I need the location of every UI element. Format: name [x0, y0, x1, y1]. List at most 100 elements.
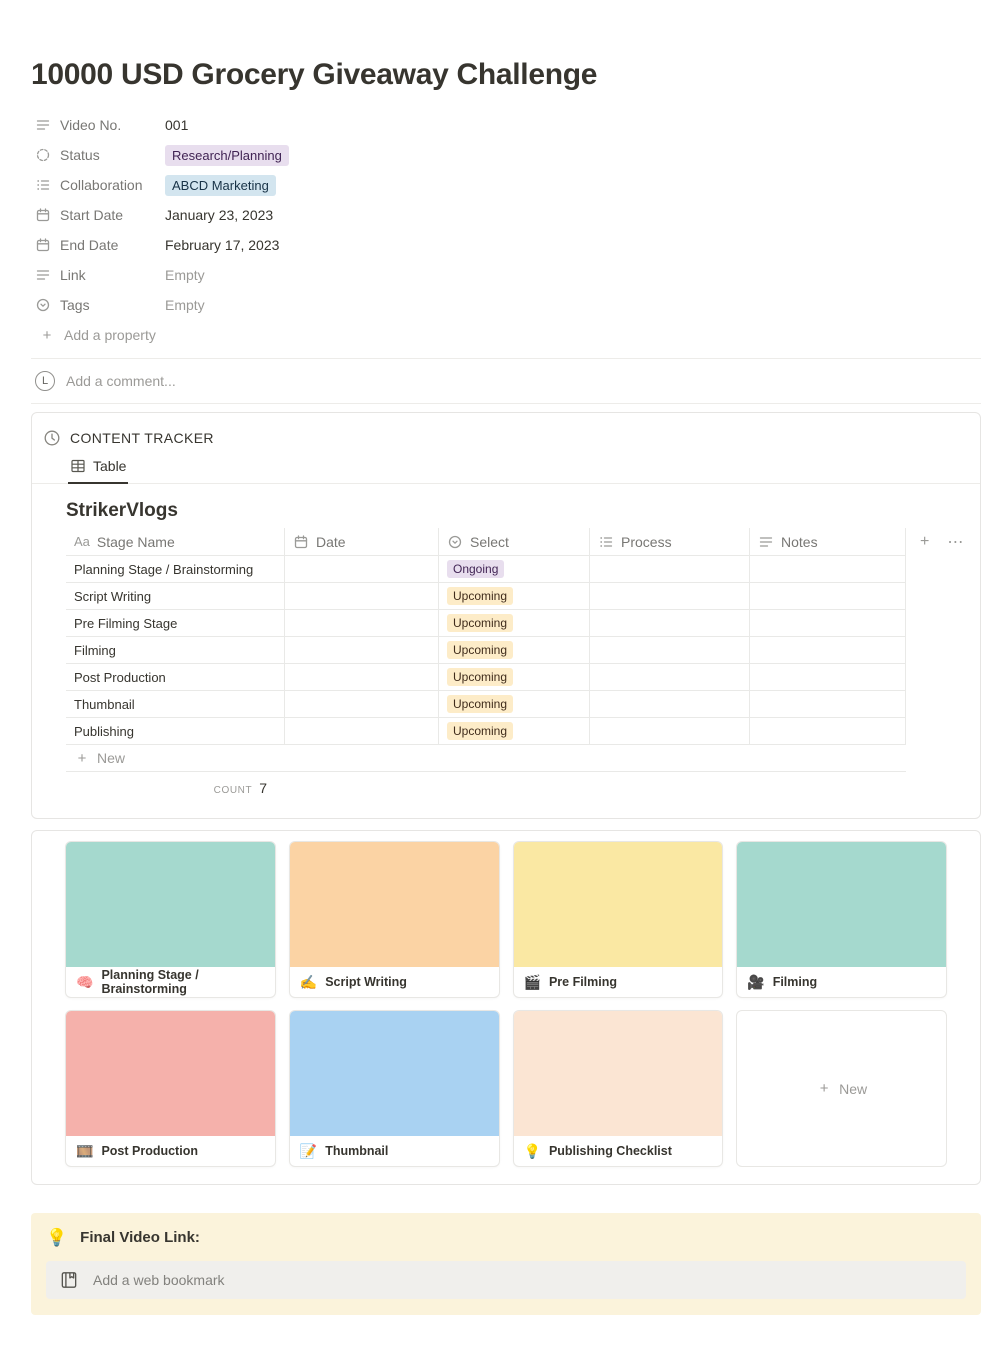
table-options-button[interactable]: ⋯ [947, 533, 964, 551]
callout-header: 💡 Final Video Link: [46, 1227, 966, 1249]
property-value-link[interactable]: Empty [165, 267, 205, 283]
stage-name-cell[interactable]: Pre Filming Stage [66, 610, 285, 637]
column-header-process[interactable]: Process [590, 528, 750, 556]
property-label: Start Date [60, 207, 124, 223]
select-cell[interactable]: Upcoming [439, 718, 590, 745]
card-post-production[interactable]: 🎞️ Post Production [65, 1010, 276, 1167]
add-web-bookmark-button[interactable]: Add a web bookmark [46, 1261, 966, 1299]
card-thumbnail[interactable]: 📝 Thumbnail [288, 1010, 500, 1167]
select-cell[interactable]: Upcoming [439, 583, 590, 610]
property-key-tags[interactable]: Tags [35, 297, 165, 313]
process-cell[interactable] [590, 637, 750, 664]
calendar-icon [35, 237, 51, 253]
select-badge[interactable]: Ongoing [447, 560, 505, 578]
card-title: Script Writing [325, 975, 407, 989]
date-cell[interactable] [285, 637, 439, 664]
new-card-label: New [839, 1080, 868, 1097]
property-value-collaboration[interactable]: ABCD Marketing [165, 174, 276, 196]
property-key-status[interactable]: Status [35, 147, 165, 163]
select-badge[interactable]: Upcoming [447, 722, 514, 740]
property-value-status[interactable]: Research/Planning [165, 144, 289, 166]
select-badge[interactable]: Upcoming [447, 587, 514, 605]
callout-title[interactable]: Final Video Link: [80, 1229, 200, 1246]
stage-name-cell[interactable]: Planning Stage / Brainstorming [66, 556, 285, 583]
status-badge[interactable]: Research/Planning [165, 144, 289, 166]
process-cell[interactable] [590, 664, 750, 691]
select-cell[interactable]: Ongoing [439, 556, 590, 583]
property-value-start-date[interactable]: January 23, 2023 [165, 207, 274, 223]
property-row-collaboration: Collaboration ABCD Marketing [35, 170, 981, 200]
date-cell[interactable] [285, 583, 439, 610]
date-cell[interactable] [285, 691, 439, 718]
card-caption: ✍️ Script Writing [290, 967, 499, 997]
notes-cell[interactable] [750, 610, 906, 637]
select-cell[interactable]: Upcoming [439, 664, 590, 691]
column-label: Select [470, 533, 509, 550]
select-cell[interactable]: Upcoming [439, 691, 590, 718]
date-cell[interactable] [285, 610, 439, 637]
add-column-button[interactable]: + [920, 532, 930, 550]
stage-name-cell[interactable]: Thumbnail [66, 691, 285, 718]
select-cell[interactable]: Upcoming [439, 610, 590, 637]
property-key-video-no[interactable]: Video No. [35, 117, 165, 133]
collaboration-badge[interactable]: ABCD Marketing [165, 174, 276, 196]
property-key-end-date[interactable]: End Date [35, 237, 165, 253]
date-cell[interactable] [285, 664, 439, 691]
process-cell[interactable] [590, 610, 750, 637]
notes-cell[interactable] [750, 556, 906, 583]
property-key-collaboration[interactable]: Collaboration [35, 177, 165, 193]
tab-table[interactable]: Table [68, 455, 129, 484]
card-filming[interactable]: 🎥 Filming [736, 841, 947, 998]
notes-cell[interactable] [750, 637, 906, 664]
stage-name-cell[interactable]: Script Writing [66, 583, 285, 610]
process-cell[interactable] [590, 718, 750, 745]
property-key-link[interactable]: Link [35, 267, 165, 283]
date-cell[interactable] [285, 556, 439, 583]
stage-name-cell[interactable]: Publishing [66, 718, 285, 745]
plus-icon: + [77, 749, 87, 767]
date-cell[interactable] [285, 718, 439, 745]
card-title: Filming [772, 975, 818, 989]
database-title[interactable]: StrikerVlogs [66, 500, 178, 521]
card-caption: 💡 Publishing Checklist [514, 1136, 723, 1166]
process-cell[interactable] [590, 583, 750, 610]
property-label: End Date [60, 237, 119, 253]
stage-name-cell[interactable]: Filming [66, 637, 285, 664]
column-header-select[interactable]: Select [439, 528, 590, 556]
card-script-writing[interactable]: ✍️ Script Writing [288, 841, 500, 998]
content-tracker-header[interactable]: CONTENT TRACKER [32, 413, 980, 455]
notes-cell[interactable] [750, 691, 906, 718]
add-property-button[interactable]: + Add a property [39, 320, 981, 350]
notes-cell[interactable] [750, 583, 906, 610]
final-video-callout: 💡 Final Video Link: Add a web bookmark [31, 1213, 981, 1315]
bulleted-list-icon [35, 177, 51, 193]
count-label: COUNT [213, 785, 253, 796]
property-key-start-date[interactable]: Start Date [35, 207, 165, 223]
column-header-date[interactable]: Date [285, 528, 439, 556]
select-badge[interactable]: Upcoming [447, 668, 514, 686]
notes-cell[interactable] [750, 664, 906, 691]
gallery-new-card-button[interactable]: + New [736, 1010, 947, 1167]
select-badge[interactable]: Upcoming [447, 614, 514, 632]
page-title[interactable]: 10000 USD Grocery Giveaway Challenge [31, 58, 598, 91]
clock-icon [43, 429, 61, 447]
property-value-end-date[interactable]: February 17, 2023 [165, 237, 280, 253]
card-publishing-checklist[interactable]: 💡 Publishing Checklist [512, 1010, 724, 1167]
add-comment-field[interactable]: L Add a comment... [35, 359, 981, 403]
process-cell[interactable] [590, 691, 750, 718]
table-count[interactable]: COUNT 7 [66, 772, 285, 796]
select-badge[interactable]: Upcoming [447, 695, 514, 713]
select-cell[interactable]: Upcoming [439, 637, 590, 664]
divider [31, 358, 981, 359]
card-pre-filming[interactable]: 🎬 Pre Filming [512, 841, 724, 998]
property-value-tags[interactable]: Empty [165, 297, 205, 313]
stage-name-cell[interactable]: Post Production [66, 664, 285, 691]
notes-cell[interactable] [750, 718, 906, 745]
process-cell[interactable] [590, 556, 750, 583]
table-new-row-button[interactable]: + New [66, 745, 906, 772]
select-badge[interactable]: Upcoming [447, 641, 514, 659]
card-planning-stage[interactable]: 🧠 Planning Stage / Brainstorming [65, 841, 276, 998]
property-value-video-no[interactable]: 001 [165, 117, 189, 133]
column-header-notes[interactable]: Notes [750, 528, 906, 556]
column-header-stage-name[interactable]: Aa Stage Name [66, 528, 285, 556]
